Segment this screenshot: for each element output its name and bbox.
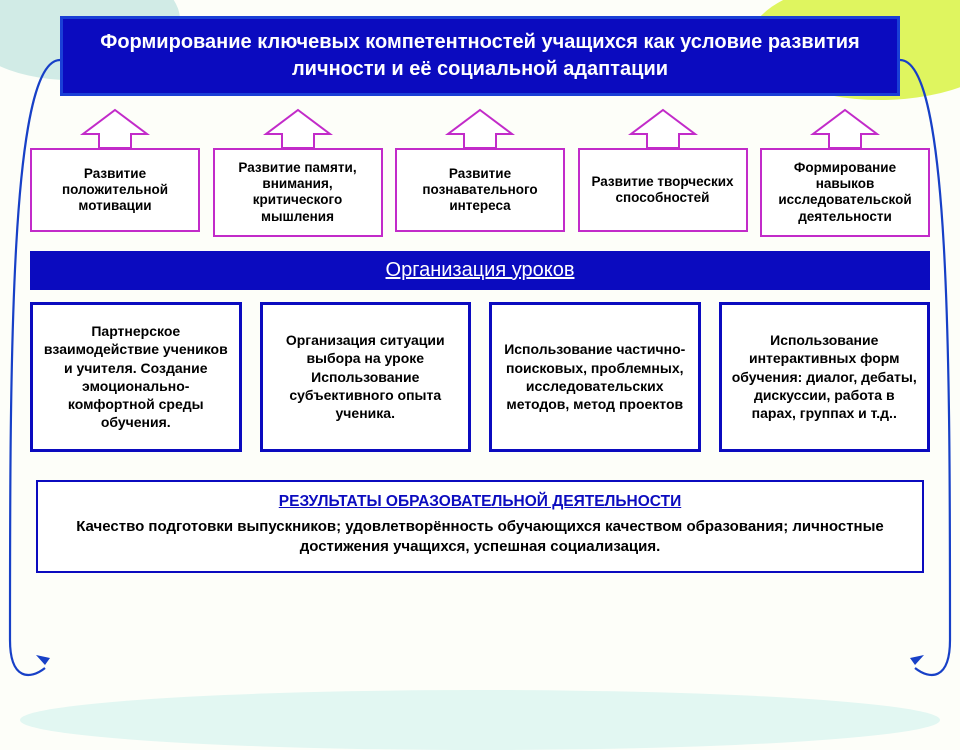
arrow-up-icon xyxy=(395,108,565,150)
results-body: Качество подготовки выпускников; удовлет… xyxy=(54,517,906,558)
connector-arrowhead-right xyxy=(910,655,924,665)
method-label: Партнерское взаимодействие учеников и уч… xyxy=(43,322,229,431)
arrow-card-4: Формирование навыков исследовательской д… xyxy=(760,108,930,237)
methods-row: Партнерское взаимодействие учеников и уч… xyxy=(30,302,930,452)
method-card-2: Использование частично-поисковых, пробле… xyxy=(489,302,701,452)
arrow-card-3: Развитие творческих способностей xyxy=(578,108,748,237)
org-bar-text: Организация уроков xyxy=(386,259,575,281)
arrow-card-label: Развитие положительной мотивации xyxy=(38,166,192,215)
method-label: Использование частично-поисковых, пробле… xyxy=(502,340,688,413)
results-title: РЕЗУЛЬТАТЫ ОБРАЗОВАТЕЛЬНОЙ ДЕЯТЕЛЬНОСТИ xyxy=(54,492,906,513)
arrow-card-label: Формирование навыков исследовательской д… xyxy=(768,160,922,225)
arrow-up-icon xyxy=(578,108,748,150)
arrow-card-0: Развитие положительной мотивации xyxy=(30,108,200,237)
arrow-card-label: Развитие памяти, внимания, критического … xyxy=(221,160,375,225)
method-card-3: Использование интерактивных форм обучени… xyxy=(719,302,931,452)
arrow-up-icon xyxy=(30,108,200,150)
method-label: Использование интерактивных форм обучени… xyxy=(732,331,918,422)
arrow-up-icon xyxy=(760,108,930,150)
arrow-up-icon xyxy=(213,108,383,150)
arrow-card-label: Развитие познавательного интереса xyxy=(403,166,557,215)
method-card-1: Организация ситуации выбора на уроке Исп… xyxy=(260,302,472,452)
bg-accent-bottom xyxy=(20,690,940,750)
method-label: Организация ситуации выбора на уроке Исп… xyxy=(273,331,459,422)
title-text: Формирование ключевых компетентностей уч… xyxy=(100,31,859,80)
arrow-cards-row: Развитие положительной мотивации Развити… xyxy=(30,108,930,237)
arrow-card-2: Развитие познавательного интереса xyxy=(395,108,565,237)
method-card-0: Партнерское взаимодействие учеников и уч… xyxy=(30,302,242,452)
arrow-card-1: Развитие памяти, внимания, критического … xyxy=(213,108,383,237)
arrow-card-label: Развитие творческих способностей xyxy=(586,174,740,206)
title-bar: Формирование ключевых компетентностей уч… xyxy=(60,16,900,96)
diagram-content: Формирование ключевых компетентностей уч… xyxy=(0,0,960,573)
connector-arrowhead-left xyxy=(36,655,50,665)
results-box: РЕЗУЛЬТАТЫ ОБРАЗОВАТЕЛЬНОЙ ДЕЯТЕЛЬНОСТИ … xyxy=(36,480,924,573)
organization-bar: Организация уроков xyxy=(30,251,930,290)
